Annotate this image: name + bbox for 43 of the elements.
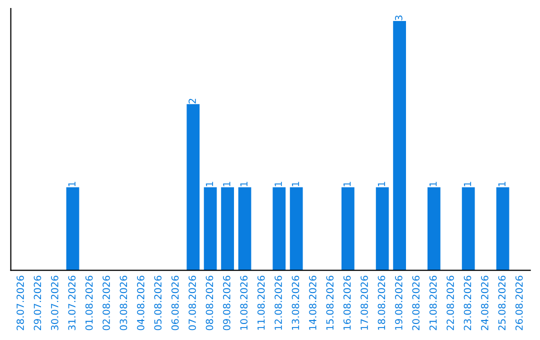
data-label: 1 xyxy=(240,182,248,186)
x-tick-label: 19.08.2026 xyxy=(395,276,402,330)
x-tick-label: 18.08.2026 xyxy=(378,276,386,330)
x-tick-label: 28.07.2026 xyxy=(16,276,24,330)
x-tick-label: 14.08.2026 xyxy=(309,276,316,330)
data-label: 1 xyxy=(430,182,437,186)
data-label: 1 xyxy=(206,182,214,186)
data-label: 1 xyxy=(292,182,300,186)
x-tick-label: 30.07.2026 xyxy=(50,276,58,330)
data-label: 1 xyxy=(68,182,76,186)
x-tick-label: 16.08.2026 xyxy=(343,276,351,330)
x-tick-label: 06.08.2026 xyxy=(171,276,179,330)
x-tick-label: 29.07.2026 xyxy=(34,276,42,330)
x-tick-label: 21.08.2026 xyxy=(429,276,437,330)
x-tick-label: 13.08.2026 xyxy=(292,276,300,330)
x-tick-label: 01.08.2026 xyxy=(85,276,93,330)
x-tick-label: 20.08.2026 xyxy=(412,276,420,330)
data-label: 1 xyxy=(344,182,351,186)
x-tick-label: 07.08.2026 xyxy=(188,276,196,330)
x-tick-label: 02.08.2026 xyxy=(102,276,110,330)
x-tick-label: 11.08.2026 xyxy=(257,276,265,330)
x-tick-label: 26.08.2026 xyxy=(515,276,523,330)
x-tick-label: 23.08.2026 xyxy=(464,276,472,330)
x-tick-label: 09.08.2026 xyxy=(223,276,230,330)
x-tick-label: 04.08.2026 xyxy=(136,276,144,330)
data-label: 1 xyxy=(464,182,472,186)
x-tick-label: 24.08.2026 xyxy=(481,276,488,330)
x-tick-label: 17.08.2026 xyxy=(360,276,368,330)
data-label: 1 xyxy=(378,182,386,186)
data-label: 1 xyxy=(498,182,506,186)
x-tick-label: 10.08.2026 xyxy=(240,276,248,330)
x-tick-label: 12.08.2026 xyxy=(274,276,282,330)
x-tick-label: 25.08.2026 xyxy=(498,276,506,330)
data-label: 2 xyxy=(188,98,196,104)
x-tick-label: 22.08.2026 xyxy=(446,276,454,330)
x-tick-label: 15.08.2026 xyxy=(326,276,334,330)
x-tick-label: 05.08.2026 xyxy=(154,276,162,330)
x-tick-label: 03.08.2026 xyxy=(120,276,128,330)
x-tick-label: 08.08.2026 xyxy=(206,276,214,330)
x-tick-label: 31.07.2026 xyxy=(68,276,76,330)
data-label: 3 xyxy=(395,16,402,20)
data-label: 1 xyxy=(274,182,282,186)
data-label: 1 xyxy=(223,182,230,186)
